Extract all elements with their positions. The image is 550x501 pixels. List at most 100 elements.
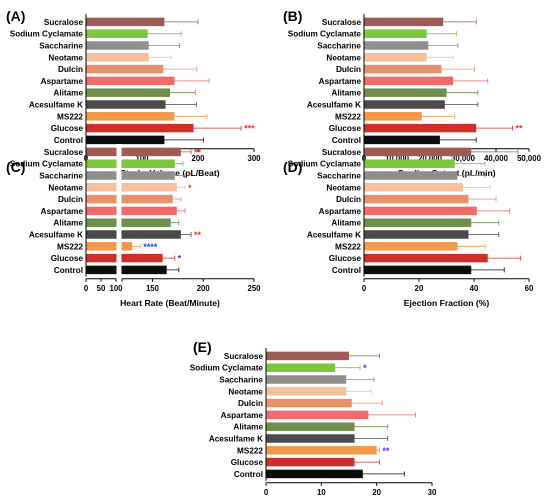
category-label: Acesulfame K bbox=[307, 231, 361, 240]
category-label: Dulcin bbox=[238, 399, 263, 408]
error-bar bbox=[435, 184, 491, 190]
error-bar bbox=[424, 161, 486, 167]
error-bar bbox=[117, 43, 180, 48]
error-bar bbox=[154, 267, 180, 273]
category-label: Sodium Cyclamate bbox=[190, 364, 264, 373]
bar-ms222 bbox=[86, 242, 133, 251]
bar-neotame bbox=[364, 183, 463, 192]
bar-alitame bbox=[364, 88, 447, 97]
category-label: Aspartame bbox=[221, 411, 264, 420]
error-bar bbox=[164, 173, 186, 178]
bar-dulcin bbox=[364, 194, 469, 204]
error-bar bbox=[414, 90, 479, 96]
bar-aspartame bbox=[266, 410, 369, 420]
bar-control bbox=[364, 135, 440, 145]
error-bar bbox=[170, 232, 192, 237]
error-bar bbox=[168, 208, 186, 214]
error-bar bbox=[409, 19, 477, 25]
x-tick-label: 100 bbox=[109, 284, 123, 293]
category-label: Sodium Cyclamate bbox=[288, 30, 362, 39]
category-label: Sodium Cyclamate bbox=[10, 30, 84, 39]
bar-sucralose bbox=[86, 17, 165, 27]
category-label: Control bbox=[54, 136, 83, 145]
significance-marker: * bbox=[363, 363, 367, 373]
error-bar bbox=[150, 255, 176, 261]
bar-neotame bbox=[86, 53, 149, 62]
x-tick-label: 200 bbox=[191, 154, 205, 163]
error-bar bbox=[408, 66, 475, 72]
category-label: Glucose bbox=[231, 458, 264, 467]
error-bar bbox=[429, 173, 486, 178]
category-label: Control bbox=[332, 266, 361, 275]
x-tick-label: 30,000 bbox=[451, 154, 476, 163]
bar-saccharine bbox=[364, 41, 429, 50]
x-tick-label: 50,000 bbox=[517, 154, 542, 163]
category-label: Aspartame bbox=[319, 77, 362, 86]
bar-sucralose bbox=[266, 351, 349, 361]
bar-acesulfame-k bbox=[364, 100, 445, 109]
bar-neotame bbox=[364, 53, 427, 62]
x-tick-label: 20 bbox=[372, 488, 381, 497]
category-label: MS222 bbox=[335, 112, 361, 121]
x-tick-label: 200 bbox=[197, 284, 211, 293]
category-label: Saccharine bbox=[317, 172, 361, 181]
category-label: Glucose bbox=[329, 254, 362, 263]
category-label: Acesulfame K bbox=[29, 101, 83, 110]
bar-sodium-cyclamate bbox=[364, 29, 427, 38]
bar-saccharine bbox=[86, 171, 175, 180]
error-bar bbox=[113, 31, 182, 37]
category-label: Acesulfame K bbox=[307, 101, 361, 110]
category-label: Acesulfame K bbox=[209, 435, 263, 444]
error-bar bbox=[403, 137, 477, 143]
bar-saccharine bbox=[266, 375, 347, 384]
panel-letter: (D) bbox=[283, 159, 302, 175]
bar-dulcin bbox=[86, 64, 164, 74]
error-bar bbox=[139, 78, 210, 84]
error-bar bbox=[318, 353, 380, 359]
error-bar bbox=[443, 208, 511, 214]
significance-marker: * bbox=[178, 254, 182, 264]
error-bar bbox=[125, 54, 172, 60]
panel-letter: (B) bbox=[283, 8, 302, 24]
significance-marker: ** bbox=[194, 147, 202, 157]
bar-ms222 bbox=[266, 446, 377, 455]
significance-marker: * bbox=[188, 183, 192, 193]
error-bar bbox=[124, 137, 205, 143]
category-label: Acesulfame K bbox=[29, 231, 83, 240]
category-label: Control bbox=[54, 266, 83, 275]
bar-glucose bbox=[364, 123, 477, 133]
error-bar bbox=[309, 365, 361, 371]
error-bar bbox=[454, 255, 522, 261]
x-tick-label: 30 bbox=[428, 488, 437, 497]
axis-break bbox=[116, 144, 122, 278]
error-bar bbox=[320, 424, 389, 430]
category-label: Neotame bbox=[228, 387, 263, 396]
significance-marker: **** bbox=[143, 242, 158, 252]
panel-letter: (A) bbox=[6, 8, 25, 24]
panel-d: (D) Sucralose Sodium Cyclamate Saccharine Ne… bbox=[283, 144, 534, 308]
error-bar bbox=[129, 66, 198, 72]
bar-glucose bbox=[86, 253, 163, 263]
bar-acesulfame-k bbox=[86, 100, 166, 109]
panel-letter: (E) bbox=[193, 339, 212, 355]
bar-alitame bbox=[86, 218, 171, 227]
bar-ms222 bbox=[364, 242, 458, 251]
error-bar bbox=[439, 125, 513, 131]
category-label: Saccharine bbox=[317, 42, 361, 51]
bar-dulcin bbox=[266, 398, 352, 408]
x-axis-title: Ejection Fraction (%) bbox=[404, 298, 490, 308]
panel-c: (C)Sucralose **Sodium CyclamateSaccharine… bbox=[6, 144, 261, 308]
x-tick-label: 60 bbox=[525, 284, 534, 293]
error-bar bbox=[141, 113, 208, 119]
x-tick-label: 40 bbox=[470, 284, 479, 293]
category-label: Saccharine bbox=[39, 42, 83, 51]
bar-control bbox=[364, 265, 472, 275]
error-bar bbox=[396, 31, 457, 37]
error-bar bbox=[145, 125, 242, 131]
x-tick-label: 0 bbox=[264, 488, 269, 497]
category-label: Dulcin bbox=[58, 65, 83, 74]
bar-saccharine bbox=[86, 41, 149, 50]
bar-aspartame bbox=[364, 76, 454, 86]
category-label: Sucralose bbox=[322, 148, 362, 157]
x-tick-label: 40,000 bbox=[484, 154, 509, 163]
